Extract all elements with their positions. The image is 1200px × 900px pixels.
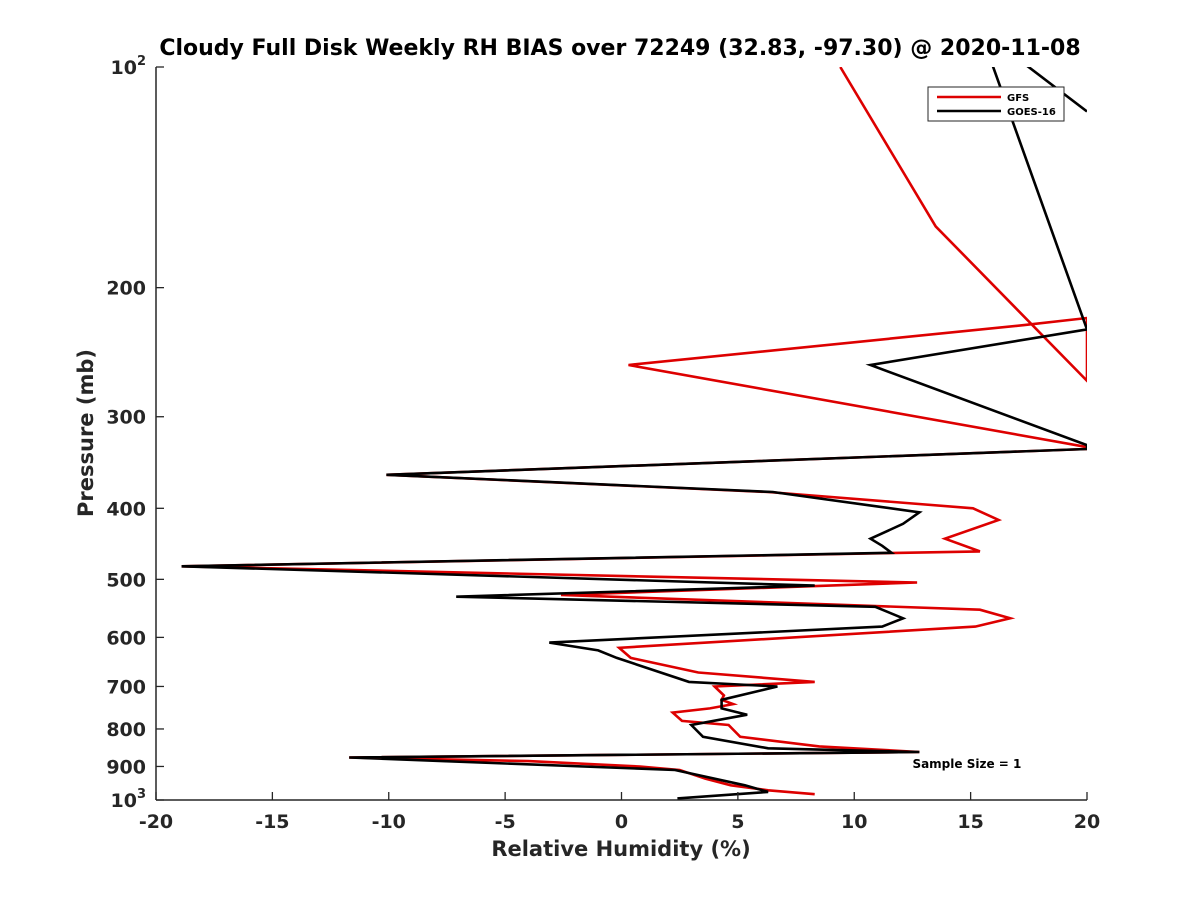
x-tick-label: 0 — [615, 811, 628, 833]
x-ticks: -20 -15 -10 -5 0 5 10 15 20 — [139, 792, 1100, 833]
y-tick-label: 200 — [106, 278, 146, 300]
x-tick-label: -15 — [255, 811, 289, 833]
y-axis-label: Pressure (mb) — [74, 349, 98, 517]
y-tick-label: 900 — [106, 756, 146, 778]
legend-label-goes16: GOES-16 — [1007, 107, 1056, 118]
legend: GFS GOES-16 — [927, 86, 1065, 122]
y-tick-label: 600 — [106, 627, 146, 649]
y-ticks: 102 200 300 400 500 600 700 800 900 103 — [106, 54, 164, 812]
y-tick-label: 500 — [106, 569, 146, 591]
x-tick-label: 10 — [841, 811, 867, 833]
sample-size-annotation: Sample Size = 1 — [912, 757, 1021, 771]
chart-title: Cloudy Full Disk Weekly RH BIAS over 722… — [159, 36, 1080, 61]
x-tick-label: 20 — [1074, 811, 1100, 833]
series-layer — [181, 67, 1087, 800]
y-tick-label: 102 — [111, 54, 147, 79]
x-tick-label: -20 — [139, 811, 173, 833]
y-tick-label: 800 — [106, 719, 146, 741]
x-tick-label: 15 — [957, 811, 983, 833]
x-axis-label: Relative Humidity (%) — [491, 837, 750, 861]
y-tick-label: 700 — [106, 676, 146, 698]
x-tick-label: 5 — [731, 811, 744, 833]
x-tick-label: -10 — [372, 811, 406, 833]
x-tick-label: -5 — [495, 811, 516, 833]
y-tick-label: 300 — [106, 407, 146, 429]
y-tick-label: 103 — [111, 787, 147, 812]
legend-label-gfs: GFS — [1007, 93, 1029, 104]
y-tick-label: 400 — [106, 498, 146, 520]
legend-box — [927, 86, 1065, 122]
series-line-goes16 — [181, 67, 1087, 800]
